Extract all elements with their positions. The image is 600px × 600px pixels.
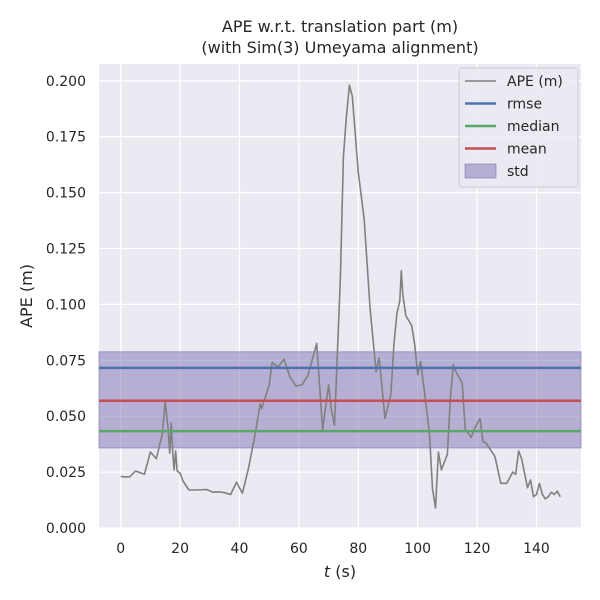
x-axis-label-unit: (s): [330, 562, 356, 581]
y-tick-label: 0.050: [46, 409, 86, 425]
legend-label-APE (m): APE (m): [507, 74, 563, 90]
x-tick-label: 80: [349, 541, 367, 557]
legend: APE (m) rmse median mean std: [458, 67, 579, 188]
legend-box: [458, 67, 579, 188]
x-tick-label: 100: [404, 541, 431, 557]
y-tick-label: 0.125: [46, 241, 86, 257]
y-tick-label: 0.025: [46, 465, 86, 481]
y-tick-label: 0.000: [46, 521, 86, 537]
legend-label-mean: mean: [507, 142, 547, 158]
legend-label-rmse: rmse: [507, 97, 542, 113]
legend-swatch-std: [464, 163, 497, 179]
x-axis-label: t (s): [324, 562, 356, 581]
y-tick-label: 0.100: [46, 297, 86, 313]
chart-marks: [98, 84, 582, 509]
y-tick-label: 0.175: [46, 130, 86, 146]
legend-label-std: std: [507, 164, 529, 180]
legend-label-median: median: [507, 119, 559, 135]
y-tick-label: 0.200: [46, 74, 86, 90]
x-tick-label: 20: [171, 541, 189, 557]
x-axis-label-variable: t: [324, 562, 331, 581]
x-tick-label: 140: [523, 541, 550, 557]
ape-line: [120, 84, 561, 509]
y-tick-label: 0.075: [46, 353, 86, 369]
y-axis-label: APE (m): [17, 264, 36, 328]
chart-title-line-2: (with Sim(3) Umeyama alignment): [201, 38, 478, 57]
chart-title-line-1: APE w.r.t. translation part (m): [222, 17, 458, 36]
x-tick-label: 40: [231, 541, 249, 557]
x-tick-label: 0: [116, 541, 125, 557]
x-tick-label: 120: [464, 541, 491, 557]
y-tick-label: 0.150: [46, 186, 86, 202]
tick-labels: 0 20 40 60 80 100 120 140 0.000 0.025 0.050 0.075 0.…: [46, 74, 550, 557]
x-tick-label: 60: [290, 541, 308, 557]
